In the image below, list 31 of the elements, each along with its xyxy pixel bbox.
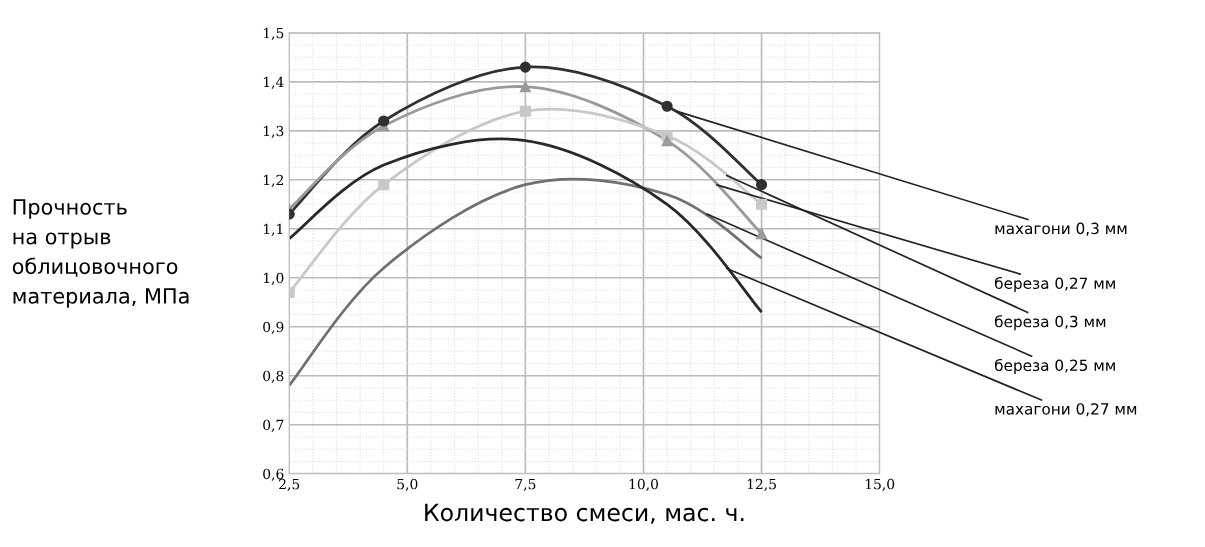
text: береза 0,3 мм [994, 315, 1106, 331]
y-tick-label: 1,3 [263, 125, 284, 138]
point [378, 115, 390, 127]
y-tick-label: 0,7 [263, 419, 284, 432]
x-axis-title: Количество смеси, мас. ч. [425, 503, 744, 524]
point [519, 105, 531, 117]
text: береза 0,27 мм [994, 276, 1115, 292]
point [661, 135, 673, 147]
y-tick-label: 0,9 [263, 321, 284, 334]
point [756, 198, 768, 210]
x-tick-label: 15,0 [865, 478, 895, 492]
text: махагони 0,27 мм [995, 403, 1137, 417]
point [661, 100, 673, 112]
y-tick-label: 1,5 [263, 27, 284, 40]
point [756, 179, 768, 191]
y-tick-label: 1,1 [263, 223, 283, 236]
point [756, 228, 768, 240]
y-tick-label: 0,8 [263, 370, 284, 383]
text: береза 0,25 мм [994, 358, 1115, 375]
x-tick-label: 7,5 [515, 478, 536, 492]
y-tick-label: 1,0 [263, 272, 284, 285]
text: махагони 0,3 мм [995, 222, 1127, 236]
y-tick-label: 1,4 [263, 76, 284, 89]
x-tick-label: 5,0 [397, 478, 418, 492]
y-axis-title: Прочность на отрыв облицовочного материала, МПа [12, 199, 189, 308]
x-tick-label: 10,0 [629, 478, 659, 492]
point [378, 179, 390, 191]
x-tick-label: 12,5 [747, 478, 776, 492]
point [519, 81, 531, 93]
y-tick-label: 1,2 [263, 174, 283, 187]
point [519, 61, 531, 73]
